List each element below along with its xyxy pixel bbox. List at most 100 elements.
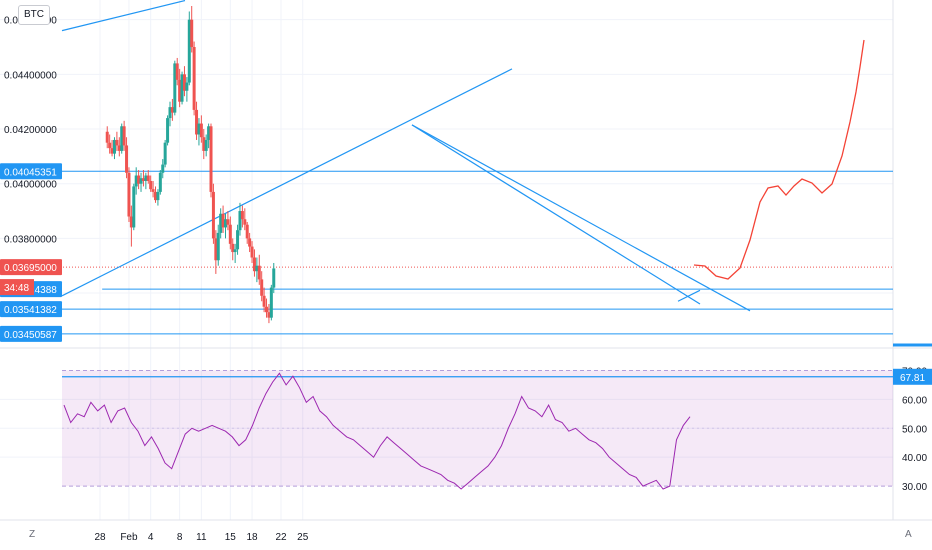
candle-body [265, 306, 269, 313]
candle-body [173, 63, 177, 113]
candle-body [154, 191, 158, 201]
price-badge-label: 0.03541382 [4, 305, 57, 316]
price-badge [0, 301, 62, 318]
candle-body [269, 287, 273, 318]
candle-body [202, 137, 206, 151]
candle-body [211, 191, 215, 239]
candle-body [240, 211, 244, 220]
candle-body [112, 139, 116, 154]
candle-body [163, 142, 167, 165]
candle-body [185, 82, 189, 91]
candle-body [149, 180, 153, 190]
rsi-tick-label: 40.00 [902, 453, 927, 464]
rsi-tick-label: 50.00 [902, 424, 927, 435]
candle-body [252, 257, 256, 272]
time-tick-label: 25 [297, 532, 309, 543]
candle-body [243, 219, 247, 225]
time-tick-label: 4 [148, 532, 154, 543]
candle-body [267, 312, 271, 318]
time-tick-label: 15 [225, 532, 237, 543]
candle-body [175, 63, 179, 80]
time-tick-label: Feb [120, 532, 138, 543]
candle-body [117, 145, 121, 151]
price-tick-label: 0.04000000 [4, 180, 57, 191]
candle-body [180, 74, 184, 102]
rsi-series-line [63, 372, 691, 490]
time-tick-label: 28 [94, 532, 106, 543]
channel-top-trendline [61, 0, 186, 32]
candle-body [199, 123, 203, 138]
candle-body [129, 216, 133, 228]
candle-body [231, 243, 235, 253]
candle-body [209, 126, 213, 192]
price-badge-label: 0.03450587 [4, 330, 57, 341]
candle-body [158, 172, 162, 192]
candle-body [238, 211, 242, 231]
candle-body [197, 123, 201, 135]
candle-body [272, 268, 276, 288]
candle-body [166, 118, 170, 143]
auto-scale-button[interactable]: Z [29, 529, 36, 540]
candle-body [250, 246, 254, 258]
candle-body [127, 172, 131, 217]
candle-body [125, 145, 129, 173]
candle-body [236, 230, 240, 250]
candle-body [187, 19, 191, 83]
log-scale-button[interactable]: A [905, 529, 912, 540]
pattern-line [677, 289, 701, 302]
time-tick-label: 18 [246, 532, 258, 543]
rsi-value-badge [893, 368, 932, 385]
symbol-label[interactable]: BTC [18, 5, 50, 25]
candle-body [204, 139, 208, 151]
rsi-tick-label: 30.00 [902, 482, 927, 493]
candle-body [105, 131, 109, 143]
price-tick-label: 0.03800000 [4, 234, 57, 245]
candle-body [192, 47, 196, 110]
price-badge [0, 259, 62, 276]
price-badge [0, 163, 62, 180]
countdown-badge [0, 279, 34, 296]
candle-body [195, 109, 199, 135]
candle-body [190, 19, 194, 48]
candle-body [216, 232, 220, 261]
candle-body [223, 219, 227, 228]
candle-body [151, 189, 155, 192]
time-tick-label: 8 [177, 532, 183, 543]
candle-body [132, 186, 136, 228]
candle-body [221, 213, 225, 228]
descending-trendline [411, 124, 701, 305]
candle-body [156, 191, 160, 201]
candle-body [122, 126, 126, 146]
descending-trendline [411, 124, 751, 312]
candle-body [141, 178, 145, 181]
candle-body [139, 178, 143, 184]
candle-body [110, 148, 114, 154]
rsi-tick-label: 60.00 [902, 395, 927, 406]
candle-body [219, 213, 223, 233]
candle-body [120, 126, 124, 151]
candle-body [134, 175, 138, 187]
candle-body [108, 142, 112, 149]
countdown-label: 34:48 [4, 283, 29, 294]
time-tick-label: 22 [275, 532, 287, 543]
candle-body [115, 139, 119, 146]
price-tick-label: 0.04400000 [4, 70, 57, 81]
candle-body [214, 238, 218, 261]
candle-body [228, 224, 232, 244]
candle-body [178, 79, 182, 102]
candle-body [245, 224, 249, 239]
candle-body [170, 107, 174, 113]
candle-body [168, 107, 172, 119]
candle-body [144, 175, 148, 181]
candle-body [226, 219, 230, 225]
price-badge-label: 0.03695000 [4, 263, 57, 274]
candle-body [260, 279, 264, 296]
candle-body [161, 164, 165, 173]
candle-body [248, 238, 252, 247]
candle-body [233, 249, 237, 253]
candle-body [262, 295, 266, 307]
ascending-trendline [61, 68, 513, 297]
candle-body [182, 74, 186, 91]
projection-path [693, 39, 865, 280]
